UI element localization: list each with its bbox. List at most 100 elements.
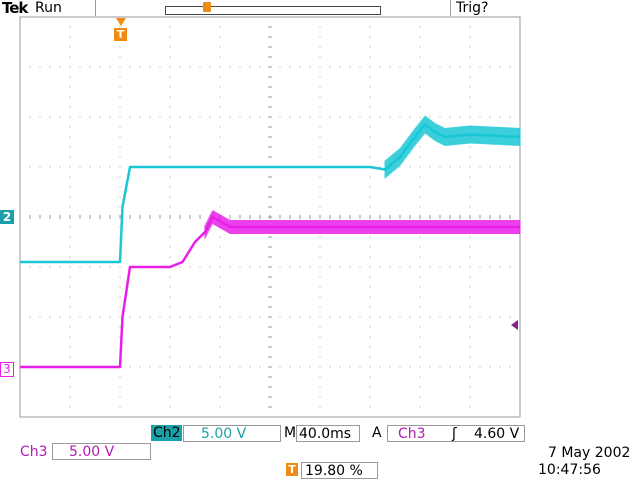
ch2-label-box[interactable]: Ch2 [151,425,182,441]
grid-dot [169,196,171,198]
grid-dot [219,356,221,358]
trigger-position-readout-box[interactable]: 19.80 % [301,462,378,479]
grid-dot [219,386,221,388]
grid-dot [219,346,221,348]
grid-dot [469,376,471,378]
grid-dot [219,116,221,118]
ch2-ground-marker[interactable]: 2 [0,210,14,224]
trigger-position-label: T [116,28,125,41]
ch3-scale-box[interactable]: 5.00 V [52,443,151,460]
grid-dot [339,316,341,318]
grid-dot [39,66,41,68]
grid-dot [309,266,311,268]
grid-dot [199,266,201,268]
grid-dot [369,16,371,18]
grid-dot [49,316,51,318]
grid-dot [99,66,101,68]
grid-dot [469,346,471,348]
grid-dot [369,126,371,128]
grid-dot [169,406,171,408]
grid-dot [69,266,71,268]
grid-dot [69,46,71,48]
grid-dot [259,266,261,268]
grid-dot [69,36,71,38]
grid-dot [89,316,91,318]
grid-dot [169,136,171,138]
grid-dot [309,366,311,368]
grid-dot [319,126,321,128]
grid-dot [119,336,121,338]
grid-dot [369,296,371,298]
grid-dot [89,66,91,68]
ch3-ground-marker[interactable]: 3 [0,362,14,377]
grid-dot [419,26,421,28]
grid-dot [419,346,421,348]
timebase-box[interactable]: 40.0ms [296,425,360,442]
grid-dot [499,116,501,118]
grid-dot [69,286,71,288]
grid-dot [319,336,321,338]
grid-dot [469,66,471,68]
grid-dot [219,176,221,178]
grid-dot [219,16,221,18]
grid-dot [149,316,151,318]
grid-dot [389,316,391,318]
grid-dot [279,266,281,268]
trigger-position-marker-icon[interactable] [116,18,126,26]
grid-dot [119,36,121,38]
trigger-box[interactable]: Ch3 ʃ 4.60 V [387,425,525,442]
grid-dot [69,226,71,228]
grid-dot [469,266,471,268]
grid-dot [149,366,151,368]
grid-dot [399,116,401,118]
top-divider-right [450,0,451,16]
grid-dot [129,366,131,368]
grid-dot [469,296,471,298]
grid-dot [39,116,41,118]
grid-dot [259,366,261,368]
grid-dot [199,116,201,118]
grid-dot [369,206,371,208]
grid-dot [179,116,181,118]
grid-dot [369,146,371,148]
grid-dot [59,266,61,268]
grid-dot [439,166,441,168]
grid-dot [419,16,421,18]
grid-dot [329,116,331,118]
trigger-level-marker-icon[interactable] [511,320,518,330]
grid-dot [29,166,31,168]
grid-dot [419,316,421,318]
acquisition-status: Run [35,0,62,16]
grid-dot [209,366,211,368]
grid-dot [19,116,21,118]
grid-dot [99,316,101,318]
grid-dot [499,66,501,68]
grid-dot [249,66,251,68]
grid-dot [319,366,321,368]
grid-dot [169,326,171,328]
grid-dot [359,366,361,368]
ch2-scale-box[interactable]: 5.00 V [183,425,281,442]
grid-dot [139,116,141,118]
grid-dot [169,126,171,128]
grid-dot [169,256,171,258]
grid-dot [169,146,171,148]
grid-dot [419,366,421,368]
grid-dot [169,116,171,118]
grid-dot [379,166,381,168]
grid-dot [79,66,81,68]
grid-dot [419,236,421,238]
grid-dot [219,266,221,268]
grid-dot [449,166,451,168]
grid-dot [219,96,221,98]
grid-dot [169,176,171,178]
grid-dot [169,386,171,388]
grid-dot [19,316,21,318]
grid-dot [349,366,351,368]
grid-dot [319,66,321,68]
ch3-label[interactable]: Ch3 [20,444,48,460]
grid-dot [69,146,71,148]
grid-dot [169,336,171,338]
grid-dot [199,316,201,318]
grid-dot [459,366,461,368]
